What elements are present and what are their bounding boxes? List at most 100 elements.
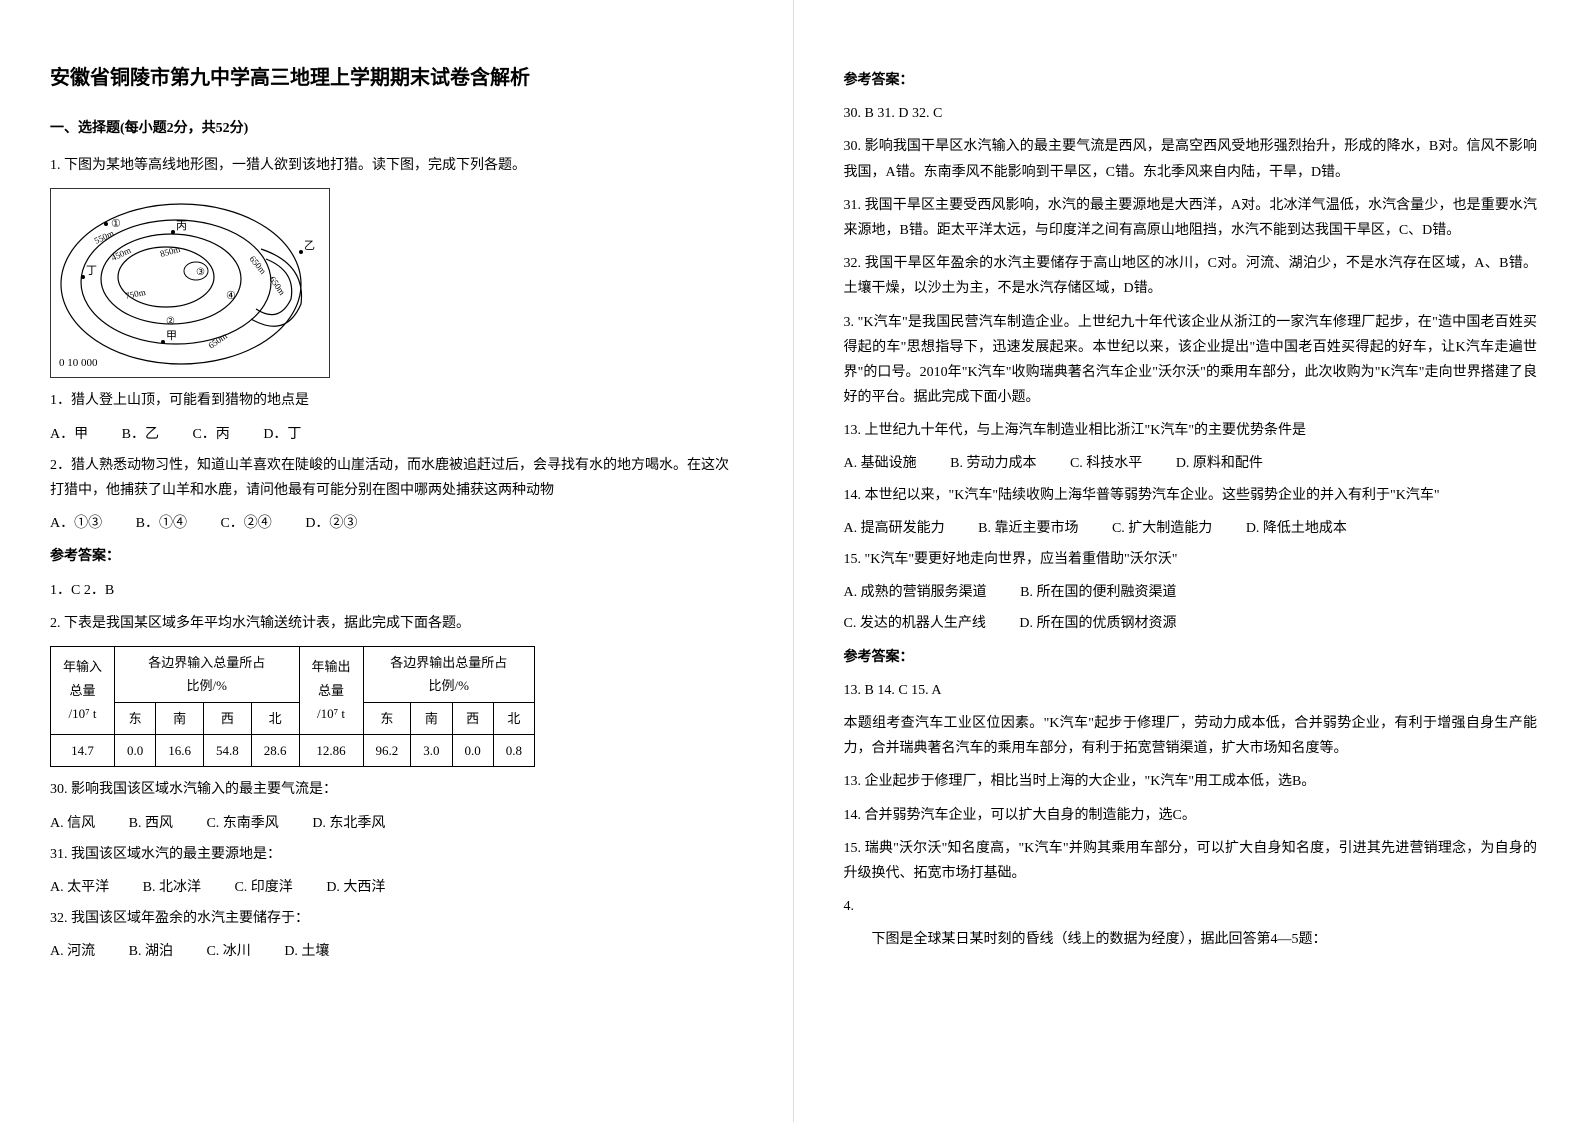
q1-answer-label: 参考答案： bbox=[50, 544, 743, 569]
q13-opt-a: A. 基础设施 bbox=[844, 451, 917, 476]
exp30: 30. 影响我国干旱区水汽输入的最主要气流是西风，是高空西风受地形强烈抬升，形成… bbox=[844, 134, 1538, 184]
q13-opt-c: C. 科技水平 bbox=[1070, 451, 1142, 476]
dir-s1: 南 bbox=[156, 702, 204, 734]
th-input-total: 年输入总量/10⁷ t bbox=[51, 646, 115, 734]
q2-answers: 30. B 31. D 32. C bbox=[844, 101, 1538, 126]
table-row: 14.7 0.0 16.6 54.8 28.6 12.86 96.2 3.0 0… bbox=[51, 735, 535, 767]
q32-options: A. 河流 B. 湖泊 C. 冰川 D. 土壤 bbox=[50, 939, 743, 964]
q32-opt-d: D. 土壤 bbox=[284, 939, 329, 964]
q32-opt-b: B. 湖泊 bbox=[129, 939, 173, 964]
cell: 3.0 bbox=[411, 735, 452, 767]
exp31: 31. 我国干旱区主要受西风影响，水汽的最主要源地是大西洋，A对。北冰洋气温低，… bbox=[844, 193, 1538, 243]
q1-answers: 1．C 2．B bbox=[50, 578, 743, 603]
q15-opt-a: A. 成熟的营销服务渠道 bbox=[844, 580, 987, 605]
dir-s2: 南 bbox=[411, 702, 452, 734]
q1s1-opt-c: C．丙 bbox=[192, 422, 229, 447]
dir-e2: 东 bbox=[363, 702, 411, 734]
q15: 15. "K汽车"要更好地走向世界，应当着重借助"沃尔沃" bbox=[844, 547, 1538, 572]
q13-opt-b: B. 劳动力成本 bbox=[950, 451, 1036, 476]
q31-opt-c: C. 印度洋 bbox=[234, 875, 292, 900]
q32: 32. 我国该区域年盈余的水汽主要储存于： bbox=[50, 906, 743, 931]
q31-opt-a: A. 太平洋 bbox=[50, 875, 109, 900]
q15-options-ab: A. 成熟的营销服务渠道 B. 所在国的便利融资渠道 bbox=[844, 580, 1538, 605]
q4-num: 4. bbox=[844, 894, 1538, 919]
q3-stem: 3. "K汽车"是我国民营汽车制造企业。上世纪九十年代该企业从浙江的一家汽车修理… bbox=[844, 310, 1538, 411]
q1s2-opt-c: C．②④ bbox=[220, 511, 271, 536]
exp32: 32. 我国干旱区年盈余的水汽主要储存于高山地区的冰川，C对。河流、湖泊少，不是… bbox=[844, 251, 1538, 301]
q30-options: A. 信风 B. 西风 C. 东南季风 D. 东北季风 bbox=[50, 811, 743, 836]
q31-opt-d: D. 大西洋 bbox=[326, 875, 385, 900]
dir-w2: 西 bbox=[452, 702, 493, 734]
dir-e1: 东 bbox=[115, 702, 156, 734]
q30-opt-b: B. 西风 bbox=[129, 811, 173, 836]
q1s2-opt-a: A．①③ bbox=[50, 511, 102, 536]
q30-opt-a: A. 信风 bbox=[50, 811, 95, 836]
q1s1-opt-a: A．甲 bbox=[50, 422, 88, 447]
q32-opt-c: C. 冰川 bbox=[206, 939, 250, 964]
svg-text:550m: 550m bbox=[93, 228, 116, 246]
contour-diagram: ① 丁 丙 ③ ④ ② 甲 乙 550m 450m 750m 850m 650m… bbox=[50, 188, 330, 378]
q30-opt-d: D. 东北季风 bbox=[312, 811, 385, 836]
left-column: 安徽省铜陵市第九中学高三地理上学期期末试卷含解析 一、选择题(每小题2分，共52… bbox=[0, 0, 794, 1122]
page-title: 安徽省铜陵市第九中学高三地理上学期期末试卷含解析 bbox=[50, 60, 743, 96]
svg-text:750m: 750m bbox=[124, 287, 146, 301]
cell: 96.2 bbox=[363, 735, 411, 767]
th-output-ratio: 各边界输出总量所占比例/% bbox=[363, 646, 535, 702]
q15-opt-b: B. 所在国的便利融资渠道 bbox=[1020, 580, 1176, 605]
right-column: 参考答案： 30. B 31. D 32. C 30. 影响我国干旱区水汽输入的… bbox=[794, 0, 1587, 1122]
q3-answers: 13. B 14. C 15. A bbox=[844, 678, 1538, 703]
q3-exp-intro: 本题组考查汽车工业区位因素。"K汽车"起步于修理厂，劳动力成本低，合并弱势企业，… bbox=[844, 711, 1538, 761]
q1-stem: 1. 下图为某地等高线地形图，一猎人欲到该地打猎。读下图，完成下列各题。 bbox=[50, 153, 743, 178]
q1-sub1-options: A．甲 B．乙 C．丙 D．丁 bbox=[50, 422, 743, 447]
table-row: 年输入总量/10⁷ t 各边界输入总量所占比例/% 年输出总量/10⁷ t 各边… bbox=[51, 646, 535, 702]
q1s1-opt-b: B．乙 bbox=[122, 422, 159, 447]
q30: 30. 影响我国该区域水汽输入的最主要气流是： bbox=[50, 777, 743, 802]
q2-stem: 2. 下表是我国某区域多年平均水汽输送统计表，据此完成下面各题。 bbox=[50, 611, 743, 636]
q15-opt-c: C. 发达的机器人生产线 bbox=[844, 611, 986, 636]
q14-opt-b: B. 靠近主要市场 bbox=[978, 516, 1078, 541]
svg-text:乙: 乙 bbox=[304, 239, 315, 252]
exp13: 13. 企业起步于修理厂，相比当时上海的大企业，"K汽车"用工成本低，选B。 bbox=[844, 769, 1538, 794]
section-1-header: 一、选择题(每小题2分，共52分) bbox=[50, 116, 743, 141]
q32-opt-a: A. 河流 bbox=[50, 939, 95, 964]
q2-answer-label: 参考答案： bbox=[844, 68, 1538, 93]
svg-text:850m: 850m bbox=[159, 244, 181, 259]
q1s1-opt-d: D．丁 bbox=[263, 422, 301, 447]
th-output-total: 年输出总量/10⁷ t bbox=[299, 646, 363, 734]
q3-answer-label: 参考答案： bbox=[844, 645, 1538, 670]
q30-opt-c: C. 东南季风 bbox=[206, 811, 278, 836]
svg-text:④: ④ bbox=[226, 290, 236, 302]
q4-stem: 下图是全球某日某时刻的昏线（线上的数据为经度），据此回答第4—5题： bbox=[844, 927, 1538, 952]
q31-options: A. 太平洋 B. 北冰洋 C. 印度洋 D. 大西洋 bbox=[50, 875, 743, 900]
svg-text:丁: 丁 bbox=[86, 265, 97, 277]
dir-n2: 北 bbox=[493, 702, 534, 734]
svg-text:450m: 450m bbox=[110, 245, 133, 263]
q13-options: A. 基础设施 B. 劳动力成本 C. 科技水平 D. 原料和配件 bbox=[844, 451, 1538, 476]
q31-opt-b: B. 北冰洋 bbox=[143, 875, 201, 900]
cell: 14.7 bbox=[51, 735, 115, 767]
table-row: 东 南 西 北 东 南 西 北 bbox=[51, 702, 535, 734]
q31: 31. 我国该区域水汽的最主要源地是： bbox=[50, 842, 743, 867]
cell: 0.0 bbox=[115, 735, 156, 767]
exp15: 15. 瑞典"沃尔沃"知名度高，"K汽车"并购其乘用车部分，可以扩大自身知名度，… bbox=[844, 836, 1538, 886]
vapor-table: 年输入总量/10⁷ t 各边界输入总量所占比例/% 年输出总量/10⁷ t 各边… bbox=[50, 646, 535, 768]
q1s2-opt-d: D．②③ bbox=[305, 511, 357, 536]
q13: 13. 上世纪九十年代，与上海汽车制造业相比浙江"K汽车"的主要优势条件是 bbox=[844, 418, 1538, 443]
q14-options: A. 提高研发能力 B. 靠近主要市场 C. 扩大制造能力 D. 降低土地成本 bbox=[844, 516, 1538, 541]
q13-opt-d: D. 原料和配件 bbox=[1176, 451, 1263, 476]
q1s2-opt-b: B．①④ bbox=[136, 511, 187, 536]
svg-text:甲: 甲 bbox=[166, 330, 177, 342]
cell: 54.8 bbox=[204, 735, 252, 767]
cell: 28.6 bbox=[251, 735, 299, 767]
q14-opt-d: D. 降低土地成本 bbox=[1246, 516, 1347, 541]
q14-opt-a: A. 提高研发能力 bbox=[844, 516, 945, 541]
svg-text:650m: 650m bbox=[247, 254, 268, 276]
q1-sub2: 2．猎人熟悉动物习性，知道山羊喜欢在陡峻的山崖活动，而水鹿被追赶过后，会寻找有水… bbox=[50, 453, 743, 503]
svg-text:②: ② bbox=[166, 316, 175, 327]
q14: 14. 本世纪以来，"K汽车"陆续收购上海华普等弱势汽车企业。这些弱势企业的并入… bbox=[844, 483, 1538, 508]
q15-options-cd: C. 发达的机器人生产线 D. 所在国的优质钢材资源 bbox=[844, 611, 1538, 636]
exp14: 14. 合并弱势汽车企业，可以扩大自身的制造能力，选C。 bbox=[844, 803, 1538, 828]
q1-sub1: 1．猎人登上山顶，可能看到猎物的地点是 bbox=[50, 388, 743, 413]
th-input-ratio: 各边界输入总量所占比例/% bbox=[115, 646, 300, 702]
svg-text:丙: 丙 bbox=[176, 220, 187, 232]
